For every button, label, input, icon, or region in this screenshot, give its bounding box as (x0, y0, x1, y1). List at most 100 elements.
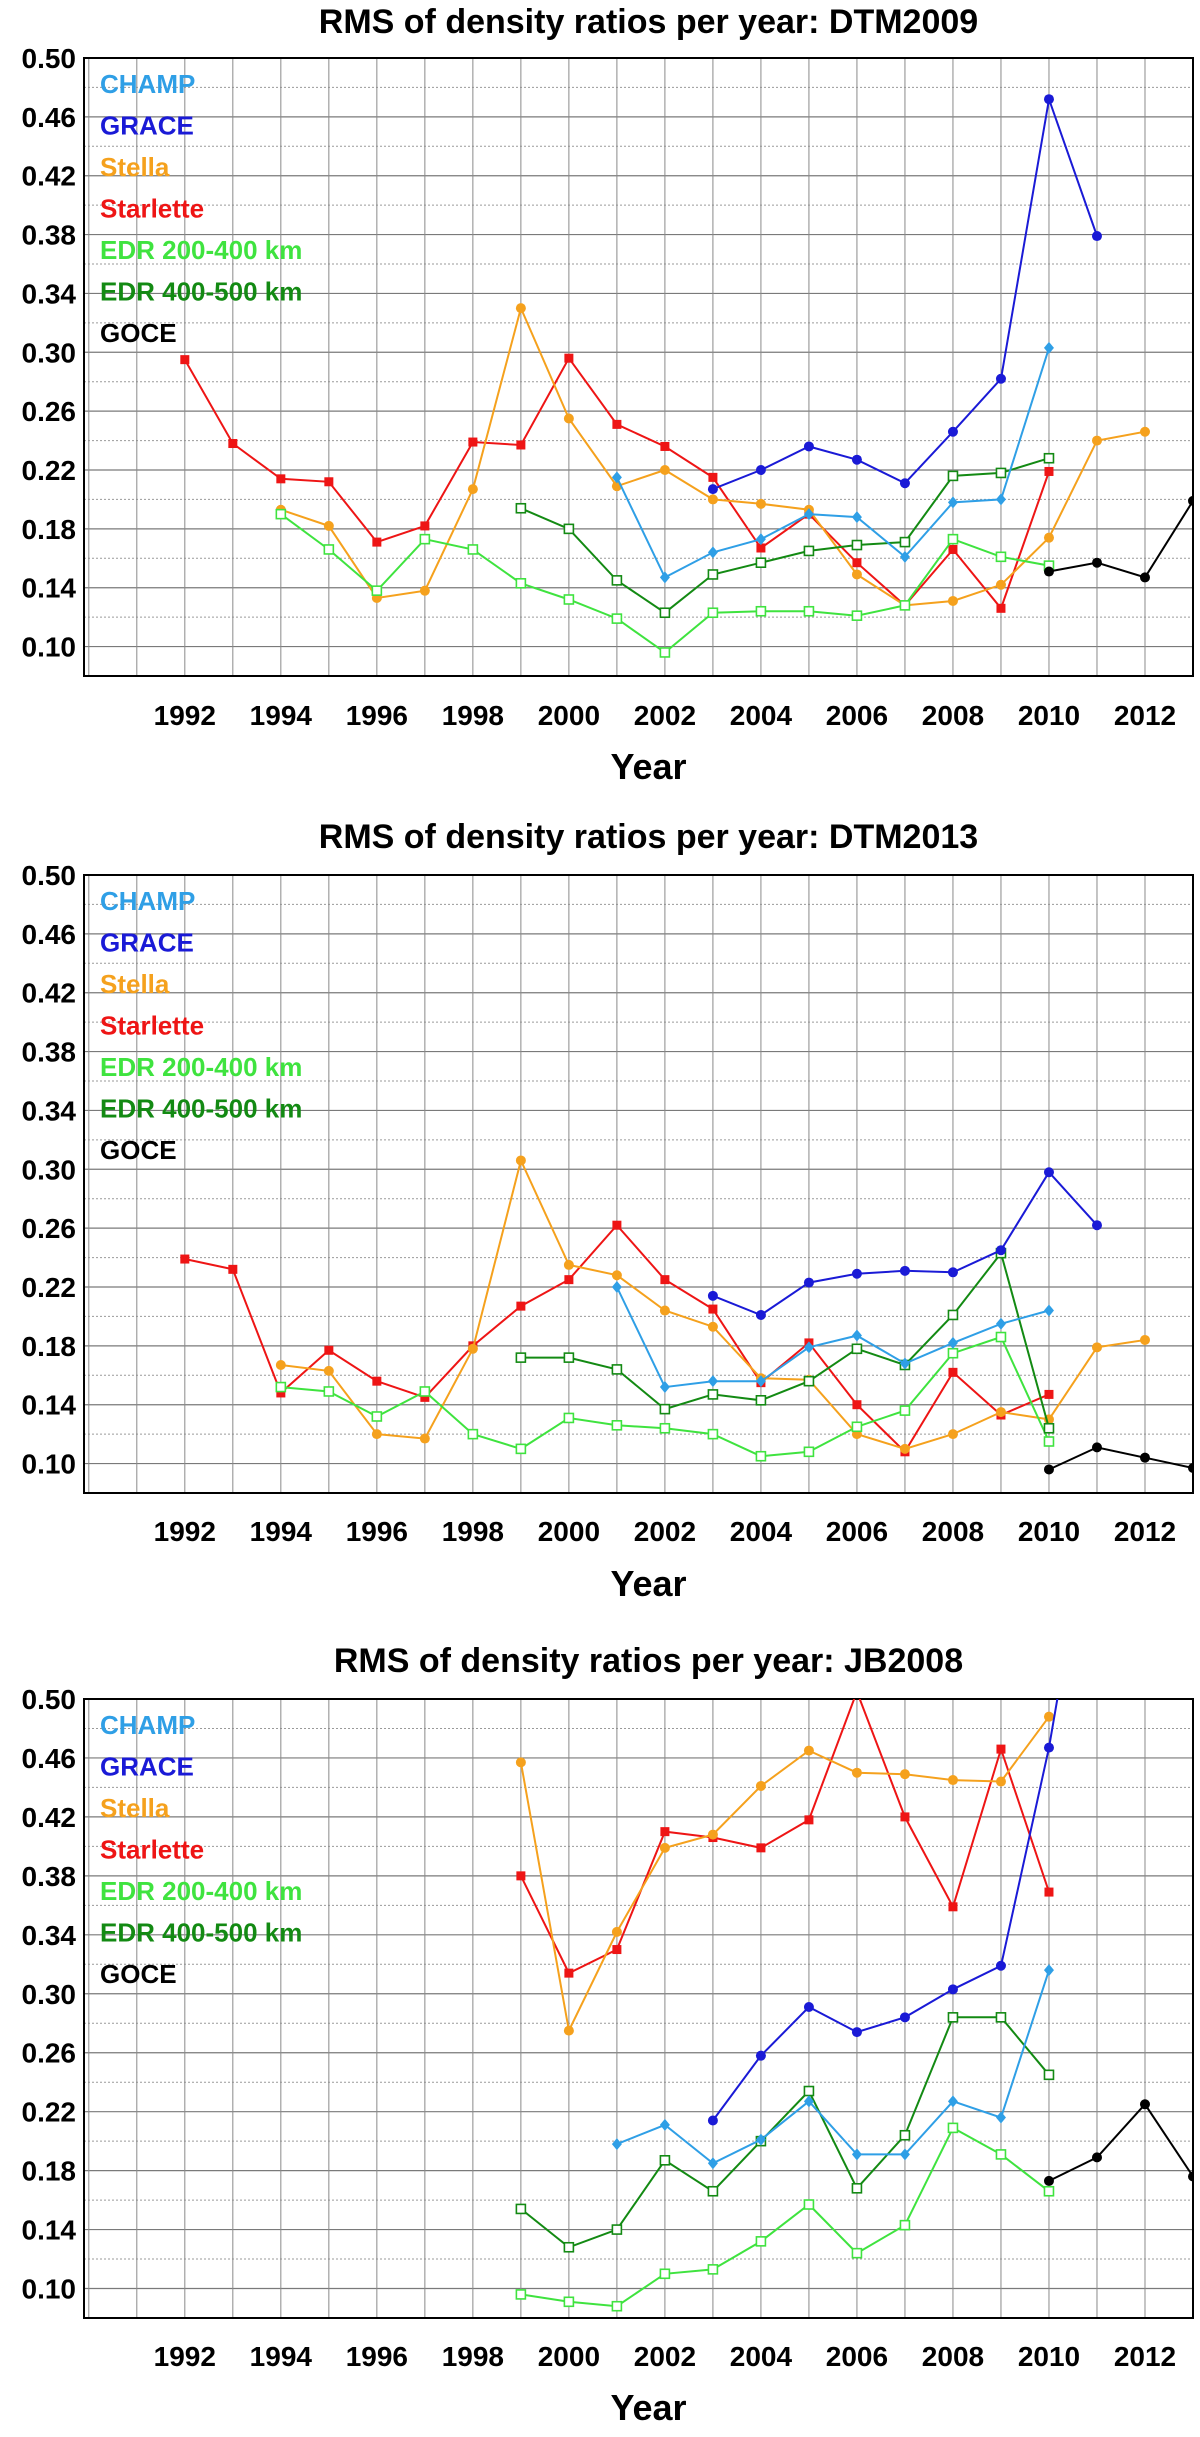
series-grace (707, 1167, 1102, 1320)
data-point-stella (563, 413, 574, 424)
chart-panel-2: RMS of density ratios per year: DTM2013 0… (22, 818, 1194, 1604)
data-point-goce (1091, 557, 1102, 568)
data-point-champ (947, 496, 958, 509)
y-tick-label: 0.22 (22, 455, 77, 486)
data-point-stella (755, 1780, 766, 1791)
legend-entry-champ: CHAMP (100, 886, 195, 916)
data-point-edr-400-500-km (755, 1395, 767, 1406)
x-tick-label: 1992 (154, 700, 216, 731)
x-tick-label: 1994 (250, 1516, 313, 1547)
data-point-stella (515, 1757, 526, 1768)
x-tick-label: 1998 (442, 2341, 504, 2372)
data-point-edr-200-400-km (707, 1428, 719, 1440)
data-point-starlette (660, 1827, 670, 1837)
y-tick-label: 0.42 (22, 161, 77, 192)
data-point-stella (659, 1842, 670, 1853)
data-point-grace (755, 1309, 766, 1320)
y-tick-label: 0.50 (22, 860, 77, 891)
data-point-grace (947, 426, 958, 437)
data-point-starlette (372, 537, 382, 547)
chart-title: RMS of density ratios per year: JB2008 (334, 1642, 963, 1680)
series-edr-200-400-km (275, 508, 1055, 658)
x-tick-label: 2002 (634, 1516, 696, 1547)
data-point-grace (1043, 94, 1054, 105)
data-point-edr-400-500-km (563, 523, 575, 535)
data-point-stella (755, 498, 766, 509)
data-point-stella (1091, 435, 1102, 446)
plot-frame (83, 1698, 1194, 2319)
data-point-stella (563, 2025, 574, 2036)
data-point-champ (851, 511, 862, 524)
series-starlette (516, 1699, 1054, 1978)
data-point-grace (995, 1245, 1006, 1256)
data-point-starlette (756, 1843, 766, 1853)
data-point-stella (899, 1443, 910, 1454)
legend-entry-goce: GOCE (100, 318, 177, 348)
data-point-edr-400-500-km (1043, 1422, 1055, 1434)
data-point-stella (947, 595, 958, 606)
data-point-edr-400-500-km (707, 2185, 719, 2197)
legend-entry-starlette: Starlette (100, 1835, 204, 1865)
data-point-starlette (420, 521, 430, 531)
data-point-grace (803, 441, 814, 452)
data-point-stella (707, 1829, 718, 1840)
data-point-starlette (948, 544, 958, 554)
data-point-stella (275, 1359, 286, 1370)
y-tick-label: 0.30 (22, 1979, 77, 2010)
series-line-edr-200-400-km (520, 2126, 1050, 2308)
data-point-starlette (852, 558, 862, 568)
x-tick-label: 2008 (922, 2341, 984, 2372)
x-tick-label: 2006 (826, 2341, 888, 2372)
data-point-stella (515, 1155, 526, 1166)
x-tick-label: 2002 (634, 700, 696, 731)
data-point-goce (1139, 2099, 1150, 2110)
series-goce (1043, 495, 1193, 583)
data-point-edr-200-400-km (851, 610, 863, 621)
series-line-edr-400-500-km (520, 2016, 1050, 2249)
y-tick-label: 0.18 (22, 2156, 77, 2187)
data-point-edr-200-400-km (803, 2199, 815, 2210)
data-point-stella (995, 1407, 1006, 1418)
legend-entry-grace: GRACE (100, 928, 194, 958)
x-tick-label: 2010 (1018, 1516, 1080, 1547)
series-line-champ (615, 347, 1050, 579)
series-champ (611, 1964, 1054, 2170)
data-point-stella (1091, 1342, 1102, 1353)
data-point-stella (467, 1343, 478, 1354)
x-tick-label: 2004 (730, 700, 793, 731)
data-point-stella (419, 1433, 430, 1444)
data-point-stella (707, 1321, 718, 1332)
chart-panel-3: RMS of density ratios per year: JB2008 0.… (22, 1642, 1194, 2428)
data-point-starlette (612, 419, 622, 429)
plot-frame (83, 57, 1194, 677)
x-tick-label: 2012 (1114, 2341, 1176, 2372)
data-point-starlette (900, 1812, 910, 1822)
data-point-grace (899, 2012, 910, 2023)
y-tick-label: 0.22 (22, 2097, 77, 2128)
data-point-goce (1139, 572, 1150, 583)
legend-entry-goce: GOCE (100, 1135, 177, 1165)
data-point-stella (1139, 426, 1150, 437)
x-tick-label: 2010 (1018, 2341, 1080, 2372)
data-point-grace (755, 465, 766, 475)
data-point-edr-400-500-km (1043, 452, 1055, 464)
y-tick-label: 0.14 (22, 2215, 77, 2246)
data-point-stella (371, 1429, 382, 1440)
series-edr-200-400-km (515, 2122, 1055, 2312)
legend-entry-edr-400-500-km: EDR 400-500 km (100, 1918, 302, 1948)
data-point-grace (899, 478, 910, 489)
data-point-stella (1043, 1711, 1054, 1722)
data-point-stella (467, 484, 478, 495)
x-tick-label: 2008 (922, 1516, 984, 1547)
data-point-stella (1043, 532, 1054, 543)
x-axis-label: Year (610, 2387, 686, 2428)
data-point-starlette (180, 355, 190, 365)
data-point-starlette (948, 1902, 958, 1912)
data-point-edr-400-500-km (563, 1352, 575, 1363)
data-point-edr-400-500-km (1043, 2069, 1055, 2081)
y-tick-label: 0.34 (22, 1095, 77, 1126)
y-tick-label: 0.34 (22, 278, 77, 309)
series-line-goce (1048, 500, 1193, 579)
data-point-starlette (228, 439, 238, 449)
data-point-edr-200-400-km (515, 2289, 527, 2300)
